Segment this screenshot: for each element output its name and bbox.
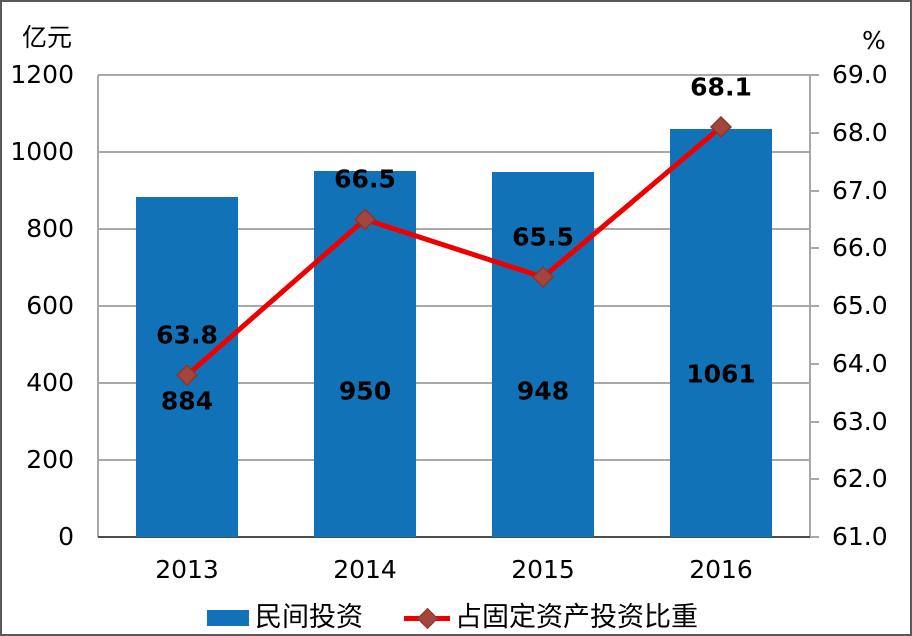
right-axis-tick bbox=[810, 189, 819, 192]
bar-data-label: 948 bbox=[516, 376, 570, 406]
line-data-label: 68.1 bbox=[690, 72, 752, 102]
trend-line bbox=[185, 125, 723, 378]
right-axis-tick-label: 69.0 bbox=[832, 60, 888, 89]
plot-left-border bbox=[97, 75, 99, 537]
left-axis-tick-label: 1000 bbox=[10, 137, 74, 166]
category-axis-line bbox=[98, 536, 812, 538]
right-axis-tick-label: 62.0 bbox=[832, 464, 888, 494]
left-axis-tick-label: 200 bbox=[26, 445, 74, 474]
left-axis-tick-label: 0 bbox=[58, 522, 74, 551]
legend-label-bar-series: 民间投资 bbox=[255, 602, 363, 633]
x-axis-category-label: 2013 bbox=[155, 555, 219, 584]
legend-diamond-marker-icon bbox=[416, 607, 439, 630]
right-axis-tick-label: 61.0 bbox=[832, 522, 888, 551]
left-axis-tick-label: 400 bbox=[26, 368, 74, 397]
right-axis-tick bbox=[810, 420, 819, 423]
legend-item-line-series: 占固定资产投资比重 bbox=[404, 602, 698, 634]
right-axis-tick bbox=[810, 362, 819, 365]
left-axis-tick-label: 600 bbox=[26, 291, 74, 320]
right-axis-tick-label: 68.0 bbox=[832, 117, 888, 147]
right-axis-tick bbox=[810, 536, 819, 538]
x-axis-category-label: 2015 bbox=[511, 555, 575, 584]
line-data-label: 65.5 bbox=[512, 222, 574, 252]
right-axis-tick bbox=[810, 74, 819, 76]
gridline bbox=[98, 74, 810, 76]
legend-item-bar-series: 民间投资 bbox=[207, 602, 363, 634]
bar-data-label: 950 bbox=[338, 376, 392, 406]
bar-data-label: 884 bbox=[160, 386, 214, 416]
bar-2014 bbox=[314, 171, 416, 537]
bar-data-label: 1061 bbox=[686, 359, 756, 389]
gridline bbox=[98, 382, 810, 384]
right-axis-tick bbox=[810, 305, 819, 307]
gridline bbox=[98, 459, 810, 461]
right-axis-tick bbox=[810, 131, 819, 134]
left-axis-title: 亿元 bbox=[22, 23, 73, 52]
right-axis-tick-label: 65.0 bbox=[832, 291, 888, 320]
right-axis-tick-label: 66.0 bbox=[832, 233, 888, 263]
bar-2016 bbox=[670, 128, 772, 537]
right-axis-tick-label: 64.0 bbox=[832, 348, 888, 378]
line-data-label: 63.8 bbox=[156, 320, 218, 350]
left-axis-tick-label: 800 bbox=[26, 214, 74, 243]
right-axis-tick bbox=[810, 247, 819, 250]
left-axis-tick-label: 1200 bbox=[10, 60, 74, 89]
right-axis-tick-label: 67.0 bbox=[832, 175, 888, 205]
legend: 民间投资 占固定资产投资比重 bbox=[2, 602, 910, 634]
x-axis-category-label: 2016 bbox=[689, 555, 753, 584]
right-axis-tick bbox=[810, 478, 819, 481]
right-axis-tick-label: 63.0 bbox=[832, 406, 888, 436]
legend-label-line-series: 占固定资产投资比重 bbox=[455, 602, 698, 633]
bar-2013 bbox=[136, 196, 238, 537]
line-series-swatch-icon bbox=[404, 607, 450, 630]
x-axis-category-label: 2014 bbox=[333, 555, 397, 584]
right-axis-title: % bbox=[862, 26, 886, 55]
line-data-label: 66.5 bbox=[334, 164, 396, 194]
bar-series-swatch-icon bbox=[207, 610, 249, 626]
